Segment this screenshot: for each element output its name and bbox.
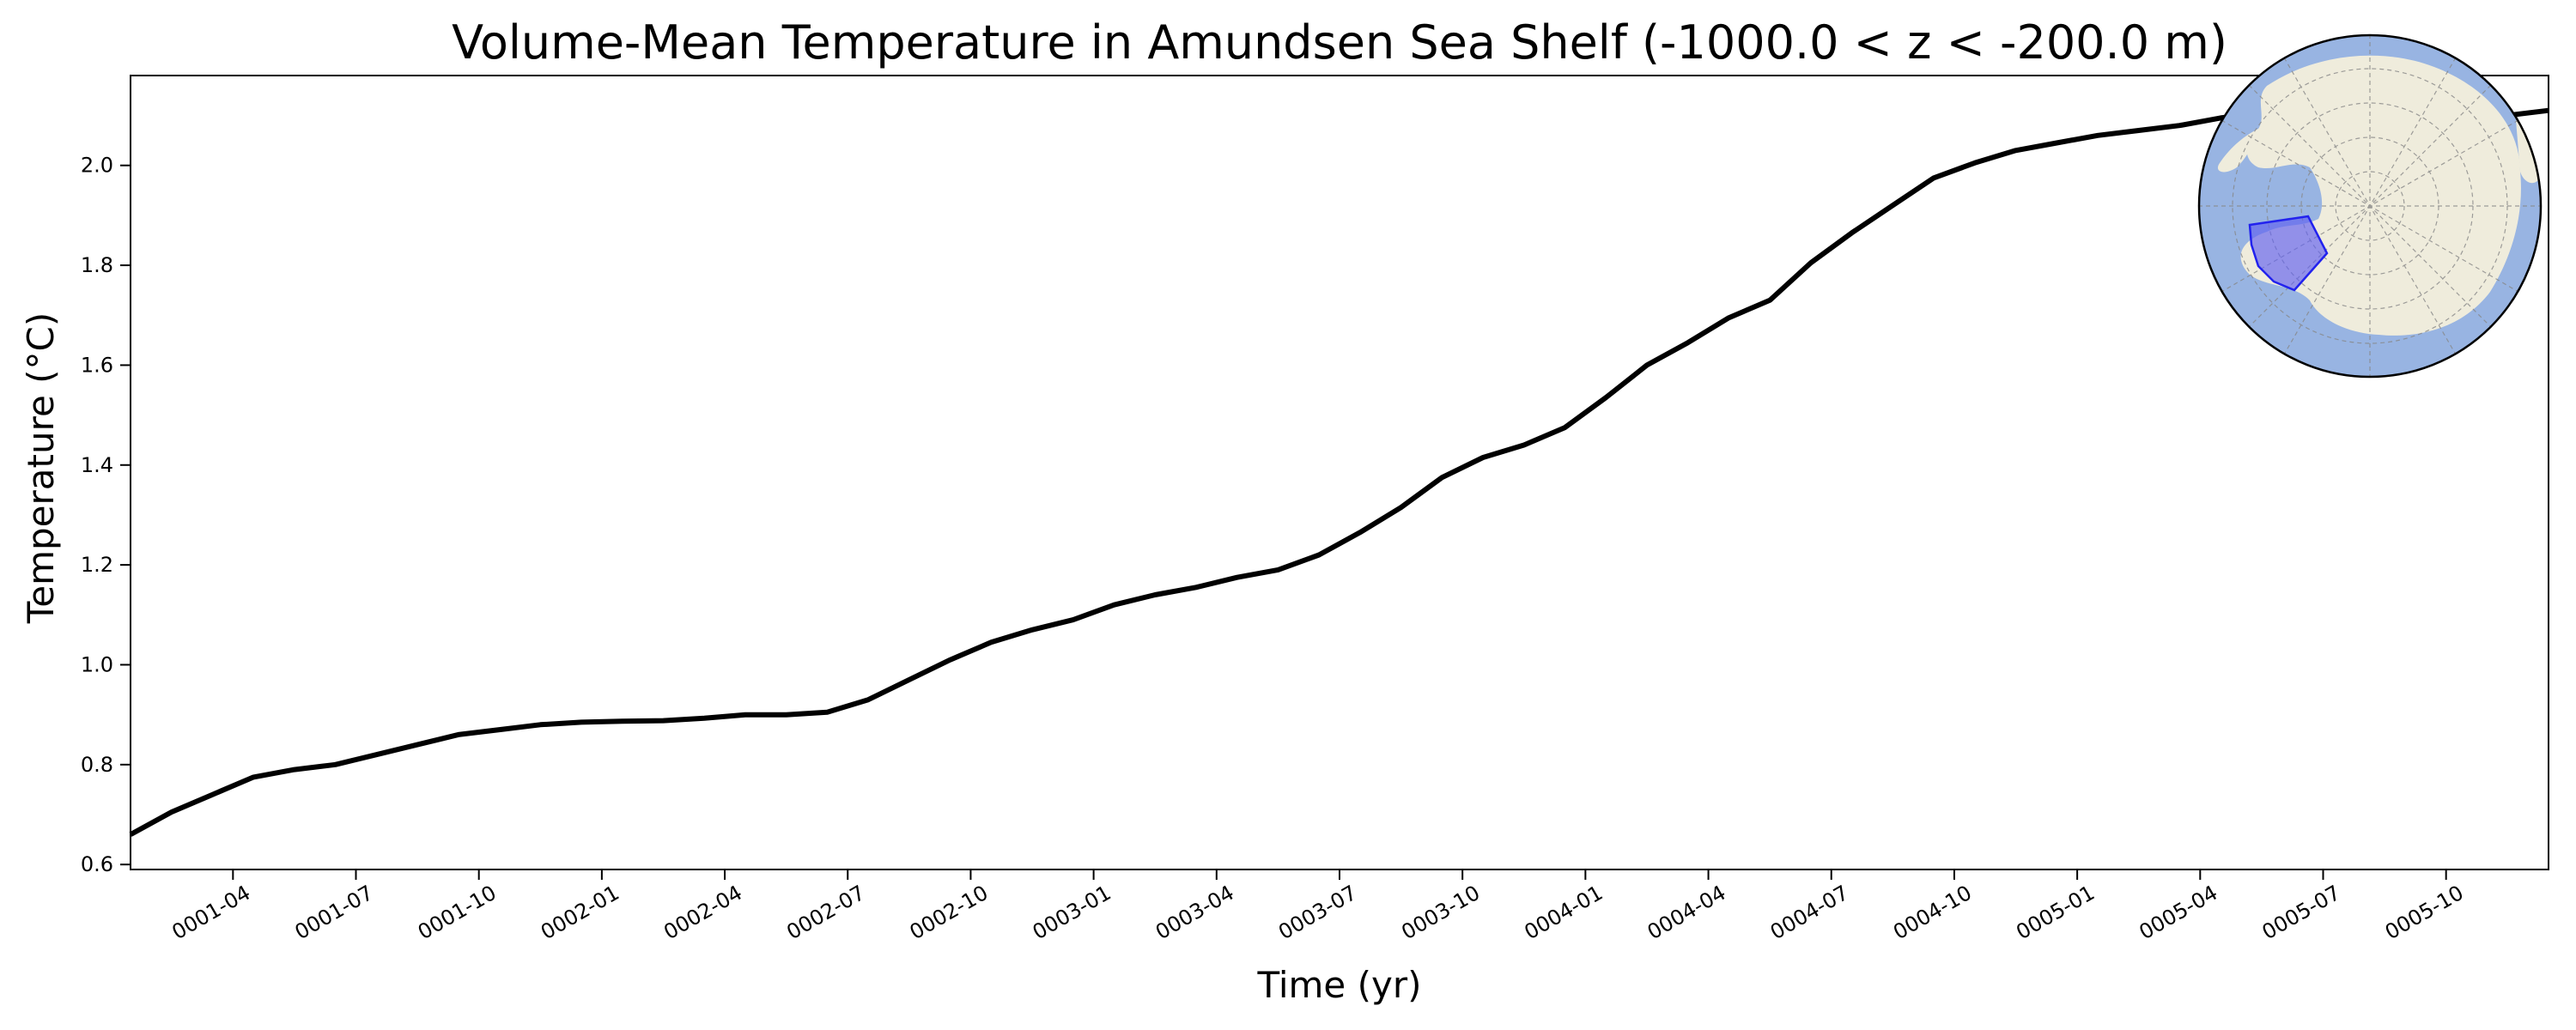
x-tick-label: 0002-07 xyxy=(782,881,869,944)
map-boundary xyxy=(2197,33,2543,379)
y-tick-label: 0.8 xyxy=(81,753,113,777)
series-line xyxy=(129,105,2549,837)
x-tick-label: 0005-10 xyxy=(2381,881,2468,944)
x-axis-label: Time (yr) xyxy=(1256,964,1421,1006)
y-axis-label: Temperature (°C) xyxy=(20,312,62,625)
y-tick-label: 2.0 xyxy=(81,154,113,178)
x-tick-label: 0002-04 xyxy=(659,881,746,944)
plot-frame xyxy=(130,75,2549,870)
map-graticule xyxy=(2199,35,2541,377)
x-tick-label: 0003-07 xyxy=(1274,881,1361,944)
y-tick-label: 1.4 xyxy=(81,453,113,477)
x-tick-label: 0004-04 xyxy=(1643,881,1730,944)
x-tick-label: 0001-04 xyxy=(167,881,254,944)
chart-title: Volume-Mean Temperature in Amundsen Sea … xyxy=(452,15,2227,70)
x-tick-label: 0001-07 xyxy=(291,881,378,944)
map-amundsen-region xyxy=(2248,215,2329,292)
x-tick-label: 0005-07 xyxy=(2258,881,2345,944)
x-tick-label: 0005-04 xyxy=(2135,881,2221,944)
x-tick-label: 0001-10 xyxy=(414,881,501,944)
antarctica-inset-map xyxy=(2197,33,2543,379)
x-tick-label: 0003-01 xyxy=(1029,881,1115,944)
x-tick-label: 0003-04 xyxy=(1151,881,1238,944)
x-tick-label: 0003-10 xyxy=(1397,881,1484,944)
y-tick-label: 0.6 xyxy=(81,852,113,876)
x-tick-label: 0005-01 xyxy=(2012,881,2099,944)
x-tick-label: 0002-10 xyxy=(906,881,993,944)
x-tick-label: 0004-07 xyxy=(1766,881,1853,944)
x-tick-label: 0004-01 xyxy=(1521,881,1607,944)
x-axis-ticks: 0001-04 0001-07 0001-10 0002-01 0002-04 0002-… xyxy=(167,869,2468,944)
y-tick-label: 1.6 xyxy=(81,353,113,377)
plot-area xyxy=(129,105,2549,837)
map-peninsula-land xyxy=(2217,129,2258,173)
y-tick-label: 1.2 xyxy=(81,553,113,577)
y-tick-label: 1.8 xyxy=(81,253,113,277)
x-tick-label: 0002-01 xyxy=(537,881,623,944)
y-tick-label: 1.0 xyxy=(81,652,113,676)
x-tick-label: 0004-10 xyxy=(1889,881,1976,944)
y-axis-ticks: 0.6 0.8 1.0 1.2 1.4 1.6 1.8 2.0 xyxy=(81,154,131,876)
